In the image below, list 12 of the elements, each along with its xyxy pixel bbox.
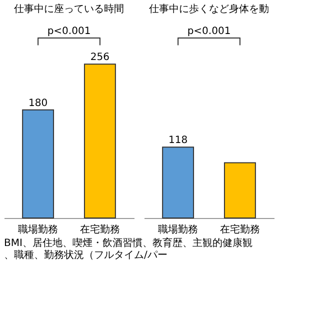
text: p<0.001	[47, 26, 91, 37]
chart-title: 仕事中に歩くなど身体を動	[149, 3, 269, 15]
data-label: 180	[28, 98, 48, 109]
text: p<0.001	[187, 26, 231, 37]
text: BMI、居住地、喫煙・飲酒習慣、教育歴、主観的健康観、職種、勤務状況（フルタイム/パー	[4, 237, 252, 261]
chart-title: 仕事中に座っている時間	[14, 3, 124, 15]
x-tick-label: 在宅勤務	[220, 224, 260, 236]
x-tick-label: 職場勤務	[158, 224, 198, 236]
data-label: 118	[168, 135, 188, 146]
x-tick-label: 在宅勤務	[80, 224, 120, 236]
data-label: 256	[90, 52, 110, 64]
x-tick-label: 職場勤務	[18, 224, 58, 236]
